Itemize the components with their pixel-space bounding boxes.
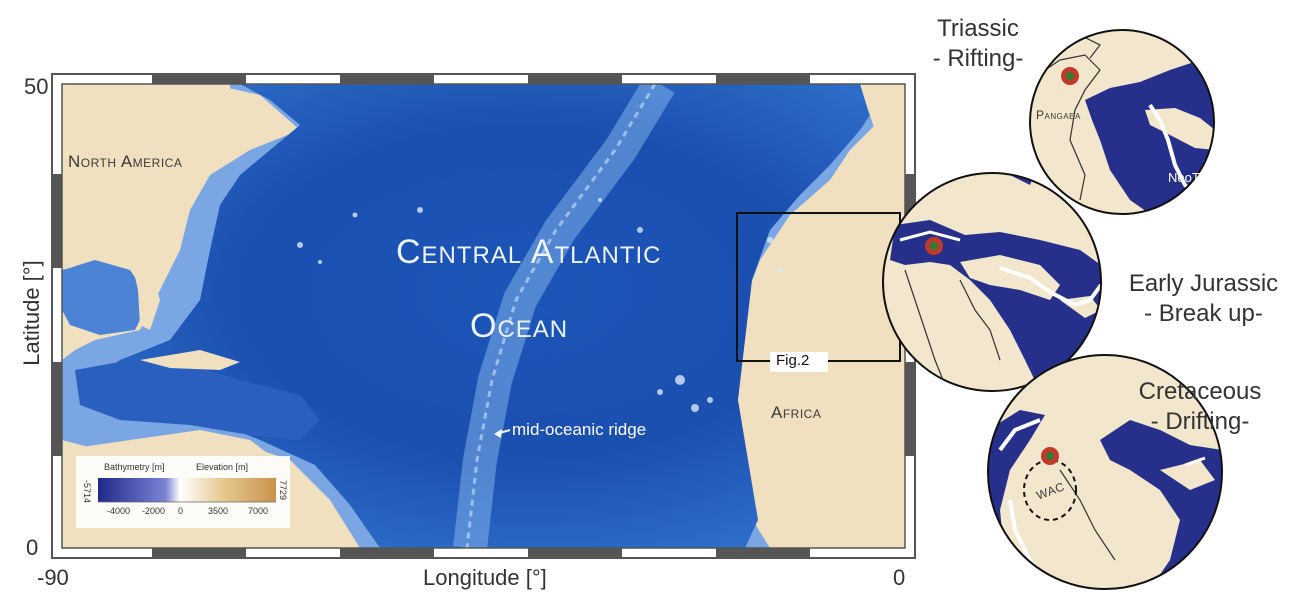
globe-triassic [1029,29,1215,215]
label-neotethys: NeoTethys [1168,170,1230,185]
phase-triassic: - Rifting- [932,45,1024,72]
label-fig2: Fig.2 [776,352,810,369]
seamounts [297,198,783,412]
x-tick-minus90: -90 [37,565,69,590]
globe-early-jurassic [882,172,1102,392]
x-tick-0: 0 [893,565,906,590]
iberia-landmass [860,84,905,140]
globe-title-cretaceous: Cretaceous - Drifting- [1125,377,1275,437]
africa-landmass [765,140,905,548]
colorbar-elevation-label: Elevation [m] [196,462,249,472]
gulf-of-mexico [62,260,150,335]
period-cretaceous: Cretaceous [1138,378,1262,405]
globe-title-early-jurassic: Early Jurassic - Break up- [1121,269,1286,329]
north-america-landmass [62,84,230,270]
label-pangaea: Pangaea [1036,108,1081,122]
colorbar-tick: 0 [178,506,184,516]
wac-outline [1023,459,1077,521]
globe-title-triassic: Triassic - Rifting- [928,14,1028,74]
phase-early-jurassic: - Break up- [1144,300,1263,327]
phase-cretaceous: - Drifting- [1150,408,1250,435]
ridge-arrow [494,429,511,438]
label-north-america: North America [68,152,183,171]
caribbean-basin [75,360,320,440]
label-ridge: mid-oceanic ridge [512,420,647,439]
y-tick-50: 50 [24,74,49,99]
label-neotethys-ocean: Ocean [1182,188,1221,203]
colorbar-tick: 7000 [248,506,269,516]
globe-cretaceous [987,354,1223,590]
colorbar-bathymetry-label: Bathymetry [m] [104,462,165,472]
colorbar-panel [76,456,290,528]
colorbar-tick: 3500 [208,506,229,516]
colorbar [98,478,276,502]
ridge-band [453,84,675,548]
period-early-jurassic: Early Jurassic [1128,270,1279,297]
label-ocean-line1: Central Atlantic [396,233,662,271]
label-africa: Africa [771,403,822,422]
y-tick-0: 0 [26,535,39,560]
colorbar-tick: -4000 [107,506,131,516]
x-axis-title: Longitude [°] [423,565,547,590]
label-ocean-line2: Ocean [470,307,569,345]
period-triassic: Triassic [937,15,1019,42]
colorbar-tick: -2000 [142,506,166,516]
